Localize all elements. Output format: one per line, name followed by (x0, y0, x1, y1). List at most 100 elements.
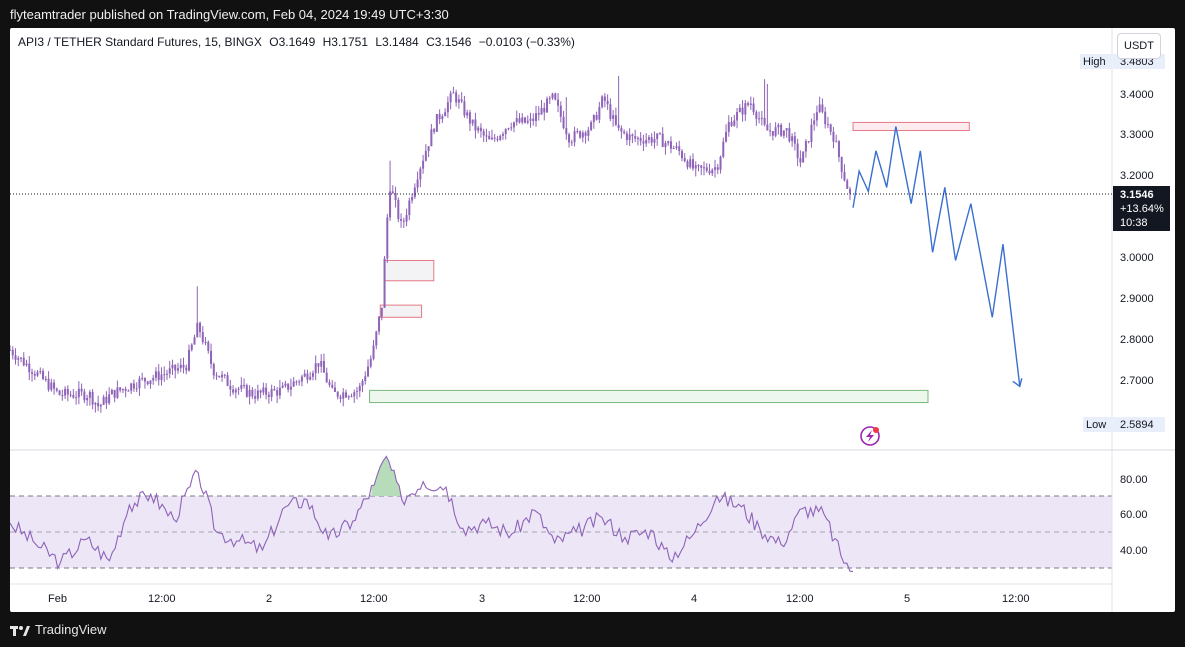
candle-body (455, 92, 458, 103)
candle-body (501, 133, 504, 136)
candle-body (631, 134, 634, 137)
x-tick-label: Feb (48, 593, 67, 605)
candle-body (826, 124, 829, 126)
candle-body (824, 111, 827, 125)
candle-body (562, 116, 565, 129)
footer-brand: TradingView (35, 622, 107, 637)
candle-body (317, 363, 320, 367)
candle-body (579, 131, 582, 138)
candle-body (658, 133, 661, 135)
candle-body (543, 107, 546, 113)
candle-body (356, 391, 359, 393)
candle-body (14, 355, 17, 360)
close-value: C3.1546 (426, 35, 472, 49)
projection-line (852, 126, 1021, 387)
rsi-tick-label: 80.00 (1120, 474, 1148, 486)
x-tick-label: 12:00 (148, 593, 176, 605)
candle-body (441, 116, 444, 120)
candle-body (163, 374, 166, 376)
candle-body (557, 99, 560, 106)
price-badge-countdown: 10:38 (1120, 217, 1148, 229)
candle-body (477, 127, 480, 131)
candle-body (190, 344, 193, 350)
candle-body (832, 131, 835, 142)
candle-body (664, 143, 667, 148)
candle-body (821, 104, 824, 112)
candle-body (471, 119, 474, 124)
candle-body (802, 151, 805, 163)
candle-body (132, 383, 135, 389)
low-marker-label: Low (1086, 419, 1106, 431)
candle-body (760, 117, 763, 119)
candle-body (625, 133, 628, 140)
candle-body (42, 371, 45, 379)
y-tick-label: 3.4000 (1120, 89, 1154, 101)
low-marker-value-box (1113, 417, 1165, 432)
candle-body (240, 384, 243, 389)
candle-body (535, 113, 538, 121)
candle-body (837, 141, 840, 158)
candle-body (422, 160, 425, 169)
candle-body (793, 136, 796, 144)
candle-body (179, 364, 182, 369)
candle-body (182, 364, 185, 368)
candle-body (785, 128, 788, 131)
candle-body (551, 93, 554, 99)
candle-body (507, 128, 510, 130)
candle-body (848, 188, 851, 194)
candle-body (835, 141, 838, 143)
candle-body (99, 404, 102, 407)
candle-body (80, 388, 83, 392)
candle-body (72, 395, 75, 398)
chart-pane[interactable]: 2.7000 2.8000 2.9000 3.0000 3.2000 3.300… (10, 28, 1175, 612)
candle-body (609, 104, 612, 119)
candle-body (342, 392, 345, 399)
candle-body (309, 376, 312, 380)
candle-body (799, 158, 802, 163)
candle-body (479, 127, 482, 132)
candle-body (124, 388, 127, 391)
currency-button[interactable]: USDT (1117, 33, 1161, 59)
candle-body (438, 113, 441, 120)
candle-body (251, 389, 254, 397)
candle-body (347, 396, 350, 398)
lightning-icon[interactable] (860, 426, 880, 446)
candle-body (174, 364, 177, 371)
y-tick-label: 3.2000 (1120, 170, 1154, 182)
candle-body (135, 388, 138, 390)
candle-body (518, 118, 521, 123)
candle-body (143, 377, 146, 382)
axes: 2.7000 2.8000 2.9000 3.0000 3.2000 3.300… (10, 28, 1175, 612)
candle-body (223, 374, 226, 376)
candle-body (262, 387, 265, 393)
candle-body (353, 392, 356, 397)
candle-body (300, 376, 303, 382)
candle-body (94, 402, 97, 405)
candle-body (185, 367, 188, 371)
candle-body (474, 119, 477, 131)
candle-body (378, 316, 381, 332)
price-badge (1113, 186, 1170, 231)
candle-body (168, 368, 171, 374)
candle-body (127, 390, 130, 392)
rsi-tick-label: 40.00 (1120, 545, 1148, 557)
candle-body (328, 382, 331, 385)
price-chart-svg[interactable]: 2.7000 2.8000 2.9000 3.0000 3.2000 3.300… (10, 28, 1175, 612)
candle-body (576, 131, 579, 133)
candle-body (774, 127, 777, 136)
candle-body (565, 128, 568, 135)
candle-body (91, 391, 94, 405)
candle-body (705, 167, 708, 171)
symbol-name: API3 / TETHER Standard Futures, 15, BING… (18, 35, 262, 49)
x-tick-label: 12:00 (573, 593, 601, 605)
candle-body (581, 132, 584, 138)
candle-body (364, 376, 367, 382)
candle-body (287, 383, 290, 390)
symbol-legend: API3 / TETHER Standard Futures, 15, BING… (18, 35, 575, 49)
candle-body (650, 137, 653, 143)
candle-body (587, 129, 590, 136)
candle-body (176, 368, 179, 371)
candle-body (485, 135, 488, 137)
candle-body (53, 382, 56, 389)
candle-body (97, 402, 100, 407)
